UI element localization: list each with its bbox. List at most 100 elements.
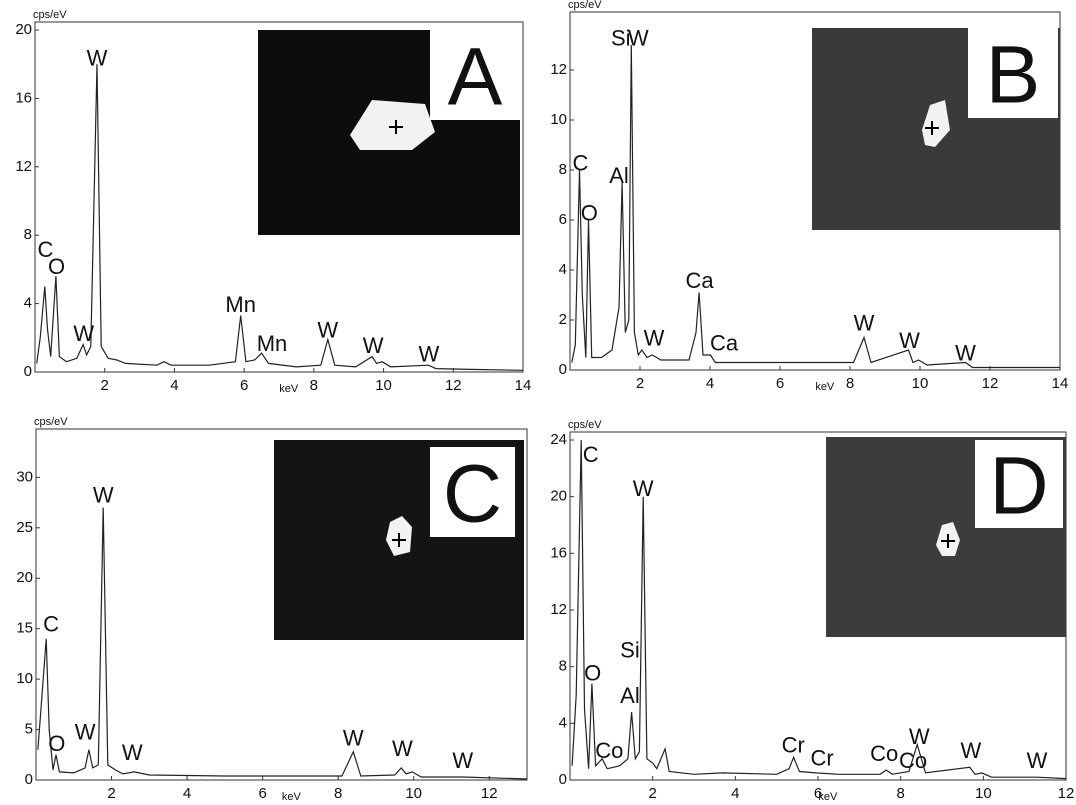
x-tick-label: 10 (912, 375, 929, 392)
y-tick-label: 30 (16, 468, 33, 485)
peak-label: O (48, 254, 65, 279)
x-tick-label: 12 (445, 377, 462, 394)
x-axis-label: keV (282, 791, 302, 803)
peak-label: C (583, 442, 599, 467)
x-tick-label: 10 (405, 785, 422, 802)
panel-letter: D (989, 441, 1048, 532)
peak-label: O (48, 731, 65, 756)
peak-label: W (854, 311, 875, 336)
x-tick-label: 6 (240, 377, 248, 394)
y-axis-label: cps/eV (34, 416, 68, 428)
figure: 0481216202468101214cps/eVkeVACOWWMnMnWWW… (0, 0, 1076, 805)
peak-label: Ca (710, 331, 739, 356)
peak-label: W (452, 748, 473, 773)
x-tick-label: 8 (846, 375, 854, 392)
x-axis-label: keV (815, 381, 835, 393)
peak-label: Ca (685, 268, 714, 293)
peak-label: W (633, 476, 654, 501)
x-tick-label: 2 (101, 377, 109, 394)
x-tick-label: 8 (310, 377, 318, 394)
panel-letter: A (448, 32, 503, 123)
peak-label: Cr (811, 745, 834, 770)
y-tick-label: 5 (25, 721, 33, 738)
x-tick-label: 4 (706, 375, 714, 392)
y-tick-label: 4 (559, 261, 567, 278)
peak-label: W (961, 738, 982, 763)
x-tick-label: 14 (1052, 375, 1069, 392)
x-tick-label: 2 (107, 785, 115, 802)
peak-label: O (581, 201, 598, 226)
y-tick-label: 20 (550, 488, 567, 505)
peak-label: W (392, 736, 413, 761)
x-tick-label: 12 (1058, 785, 1075, 802)
peak-label: W (955, 341, 976, 366)
peak-label: W (73, 321, 94, 346)
y-tick-label: 0 (25, 771, 33, 788)
peak-label: W (644, 326, 665, 351)
y-tick-label: 0 (24, 363, 32, 380)
peak-label: Mn (225, 292, 256, 317)
x-tick-label: 4 (170, 377, 178, 394)
panel-letter: C (443, 449, 502, 540)
peak-label: Al (620, 683, 640, 708)
peak-label: W (93, 483, 114, 508)
x-tick-label: 12 (982, 375, 999, 392)
peak-label: W (909, 724, 930, 749)
y-tick-label: 10 (16, 670, 33, 687)
y-tick-label: 2 (559, 311, 567, 328)
peak-label: O (584, 660, 601, 685)
y-tick-label: 16 (550, 544, 567, 561)
peak-label: Mn (257, 331, 288, 356)
panel-letter: B (986, 30, 1041, 121)
y-tick-label: 4 (559, 714, 567, 731)
y-axis-label: cps/eV (33, 9, 67, 21)
x-tick-label: 10 (375, 377, 392, 394)
x-tick-label: 10 (975, 785, 992, 802)
x-tick-label: 4 (731, 785, 739, 802)
y-tick-label: 16 (15, 89, 32, 106)
peak-label: W (75, 720, 96, 745)
peak-label: W (122, 740, 143, 765)
peak-label: W (343, 726, 364, 751)
y-tick-label: 0 (559, 771, 567, 788)
peak-label: W (87, 46, 108, 71)
peak-label: C (43, 612, 59, 637)
peak-label: Co (595, 738, 623, 763)
y-tick-label: 24 (550, 431, 567, 448)
x-axis-label: keV (279, 383, 299, 395)
y-tick-label: 25 (16, 519, 33, 536)
peak-label: Co (870, 741, 898, 766)
peak-label: C (573, 151, 589, 176)
y-tick-label: 12 (550, 61, 567, 78)
x-tick-label: 12 (481, 785, 498, 802)
x-tick-label: 6 (776, 375, 784, 392)
y-tick-label: 8 (559, 658, 567, 675)
y-tick-label: 0 (559, 361, 567, 378)
x-tick-label: 14 (515, 377, 532, 394)
peak-label: W (1027, 748, 1048, 773)
peak-label: Cr (782, 733, 805, 758)
peak-label: Co (899, 748, 927, 773)
x-tick-label: 2 (648, 785, 656, 802)
y-tick-label: 20 (16, 569, 33, 586)
peak-label: W (363, 333, 384, 358)
peak-label: W (419, 341, 440, 366)
x-tick-label: 4 (183, 785, 191, 802)
x-tick-label: 8 (896, 785, 904, 802)
peak-label: Si (620, 638, 640, 663)
x-axis-label: keV (818, 791, 838, 803)
x-tick-label: 6 (258, 785, 266, 802)
y-tick-label: 15 (16, 620, 33, 637)
y-tick-label: 12 (15, 158, 32, 175)
y-axis-label: cps/eV (568, 419, 602, 431)
peak-label: W (317, 318, 338, 343)
peak-label: Al (609, 163, 629, 188)
x-tick-label: 2 (636, 375, 644, 392)
peak-label: W (628, 26, 649, 51)
y-tick-label: 10 (550, 111, 567, 128)
y-tick-label: 12 (550, 601, 567, 618)
y-tick-label: 6 (559, 211, 567, 228)
y-tick-label: 8 (24, 226, 32, 243)
y-tick-label: 20 (15, 21, 32, 38)
y-tick-label: 4 (24, 295, 32, 312)
